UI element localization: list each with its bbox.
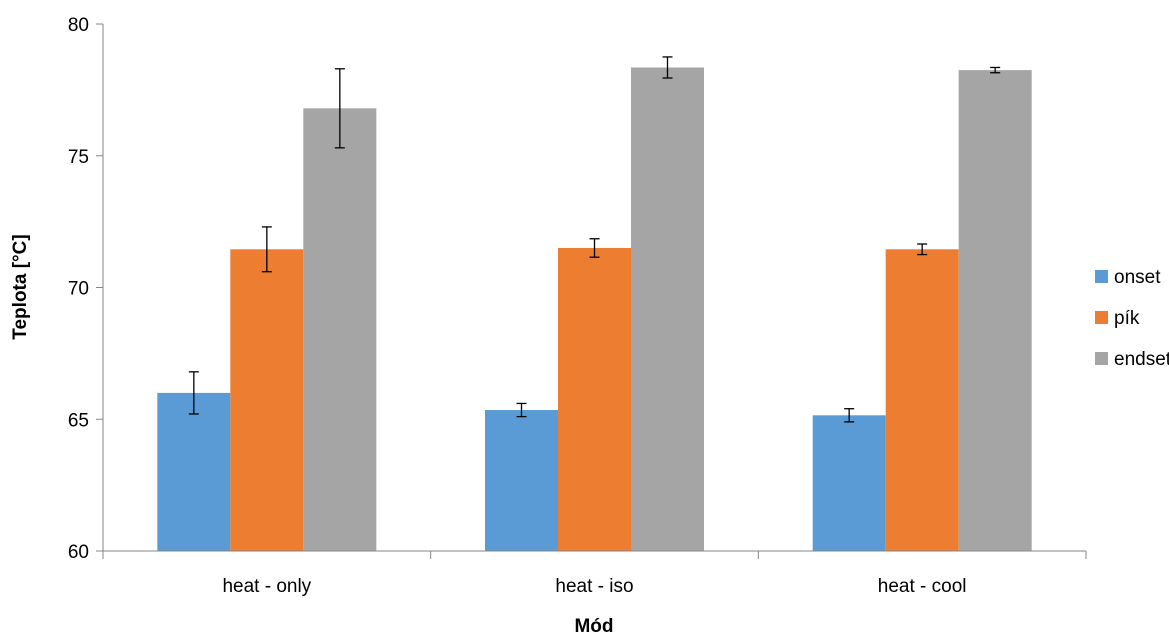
bar-pík-2	[558, 247, 631, 551]
legend-swatch-endset	[1095, 352, 1108, 365]
bars-group	[157, 67, 1032, 552]
y-tick-label: 60	[68, 542, 89, 563]
x-axis-title: Mód	[574, 616, 613, 637]
x-tick-label: heat - iso	[555, 576, 633, 597]
y-tick-label: 75	[68, 147, 89, 168]
legend-swatch-pík	[1095, 311, 1108, 324]
bar-onset-3	[812, 415, 886, 551]
legend-label-onset: onset	[1114, 267, 1161, 288]
bar-endset-2	[631, 67, 704, 551]
y-axis-title: Teplota [°C]	[10, 234, 31, 339]
x-tick-label: heat - cool	[878, 576, 967, 597]
tick-labels-group: heat - only heat - iso heat - cool 60 65 70 75…	[68, 15, 967, 597]
y-tick-label: 65	[68, 410, 89, 431]
bar-onset-1	[157, 392, 231, 551]
bar-pík-1	[230, 249, 304, 552]
x-tick-label: heat - only	[222, 576, 311, 597]
legend-label-endset: endset	[1114, 349, 1169, 370]
bar-endset-1	[303, 108, 377, 551]
y-tick-label: 80	[68, 15, 89, 36]
y-tick-label: 70	[68, 279, 89, 300]
legend-label-pík: pík	[1114, 308, 1140, 329]
bar-pík-3	[885, 249, 959, 552]
bar-endset-3	[958, 70, 1032, 552]
axes-group	[96, 23, 1087, 559]
bar-onset-2	[485, 410, 558, 551]
legend-swatch-onset	[1095, 270, 1108, 283]
error-bars-group	[188, 56, 1001, 423]
legend: onset pík endset	[1095, 267, 1169, 370]
